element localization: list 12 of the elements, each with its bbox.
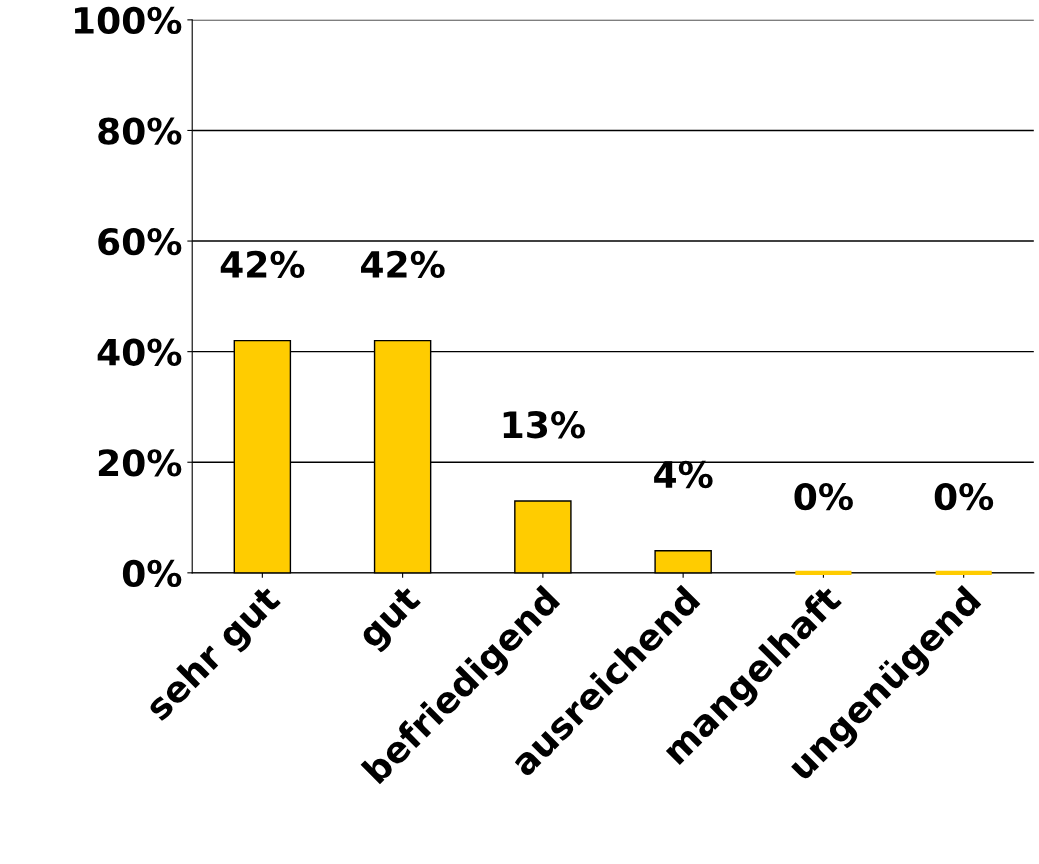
y-tick-label: 100%: [75, 6, 182, 35]
data-label: 13%: [503, 411, 585, 439]
data-label: 4%: [654, 460, 713, 489]
data-label: 42%: [361, 250, 445, 279]
y-tick-label: 40%: [97, 338, 182, 366]
data-label: 0%: [934, 482, 994, 511]
data-label: 0%: [794, 482, 853, 511]
y-tick-label: 80%: [98, 117, 182, 145]
y-tick-label: 60%: [98, 227, 182, 256]
y-tick-label: 0%: [122, 559, 182, 588]
y-tick-label: 20%: [98, 449, 182, 477]
data-label: 42%: [220, 250, 305, 279]
